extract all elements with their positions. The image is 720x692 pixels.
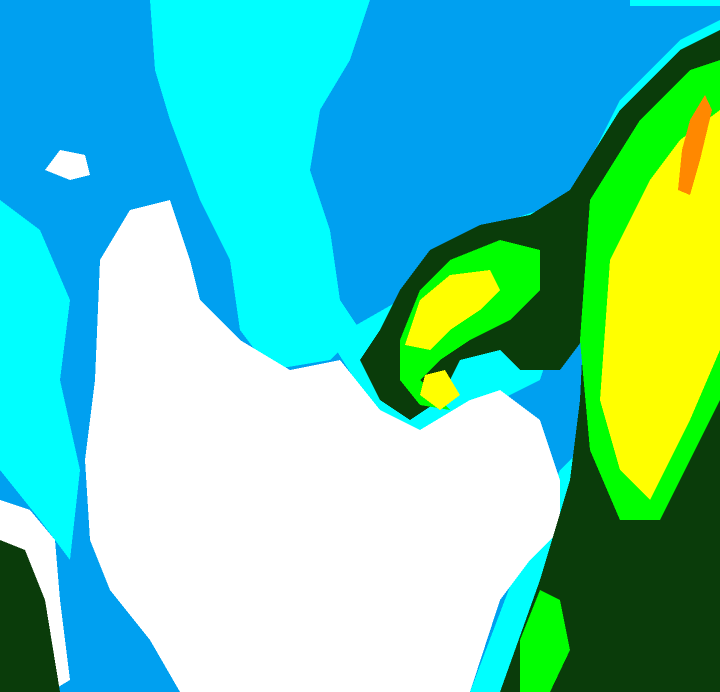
green-patches-bottom <box>520 590 570 692</box>
cyan-region-left <box>0 200 80 560</box>
cyan-region-top <box>150 0 370 370</box>
yellow-storm-center <box>405 270 500 350</box>
cyan-strip-top-right <box>630 0 720 6</box>
orange-core <box>678 95 712 195</box>
yellow-patch-center <box>420 370 460 410</box>
white-patch-top-left <box>45 150 90 180</box>
white-region-main <box>85 200 560 692</box>
yellow-band-right <box>600 110 720 500</box>
dark-green-region-bottom-left <box>0 540 60 692</box>
green-storm-center <box>400 240 540 410</box>
